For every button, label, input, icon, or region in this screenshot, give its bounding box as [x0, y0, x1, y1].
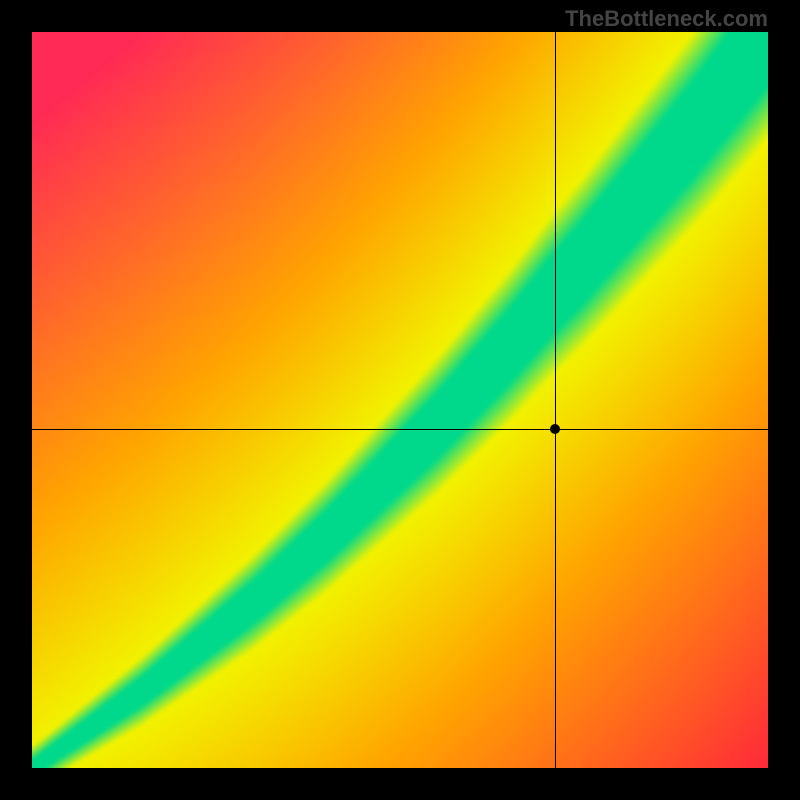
watermark-text: TheBottleneck.com	[565, 6, 768, 32]
crosshair-horizontal	[32, 429, 768, 430]
bottleneck-heatmap	[32, 32, 768, 768]
operating-point-marker	[550, 424, 560, 434]
heatmap-canvas	[32, 32, 768, 768]
crosshair-vertical	[555, 32, 556, 768]
